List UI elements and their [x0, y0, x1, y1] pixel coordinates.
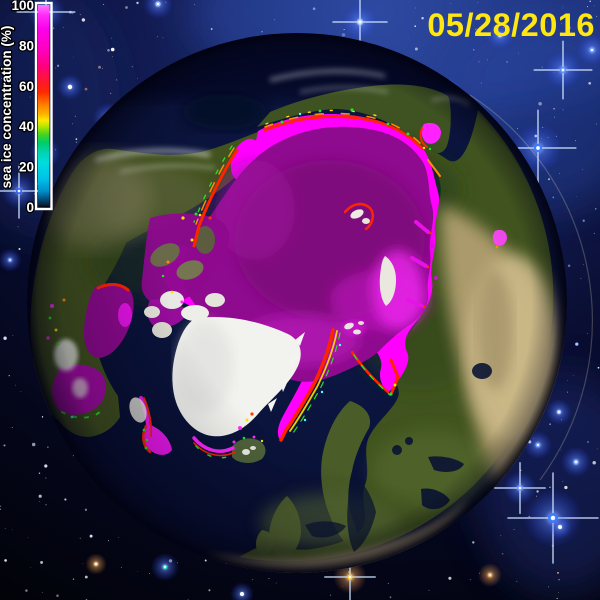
tick-20: 20 — [19, 160, 34, 175]
colorbar-ticks: 100 80 60 40 20 0 — [10, 0, 35, 216]
tick-60: 60 — [19, 79, 34, 94]
tick-100: 100 — [11, 0, 34, 13]
tick-0: 0 — [26, 200, 34, 215]
limb-vignette — [27, 33, 567, 573]
colorbar-border — [34, 1, 53, 211]
colorbar-title: sea ice concentration (%) — [0, 26, 14, 189]
legend: 100 80 60 40 20 0 sea ice concentration … — [0, 0, 53, 216]
date-label: 05/28/2016 — [427, 7, 595, 43]
colorbar — [38, 5, 50, 207]
tick-40: 40 — [19, 119, 34, 134]
tick-80: 80 — [19, 38, 34, 53]
earth-globe — [27, 33, 567, 573]
limb-rim-light — [469, 94, 593, 481]
